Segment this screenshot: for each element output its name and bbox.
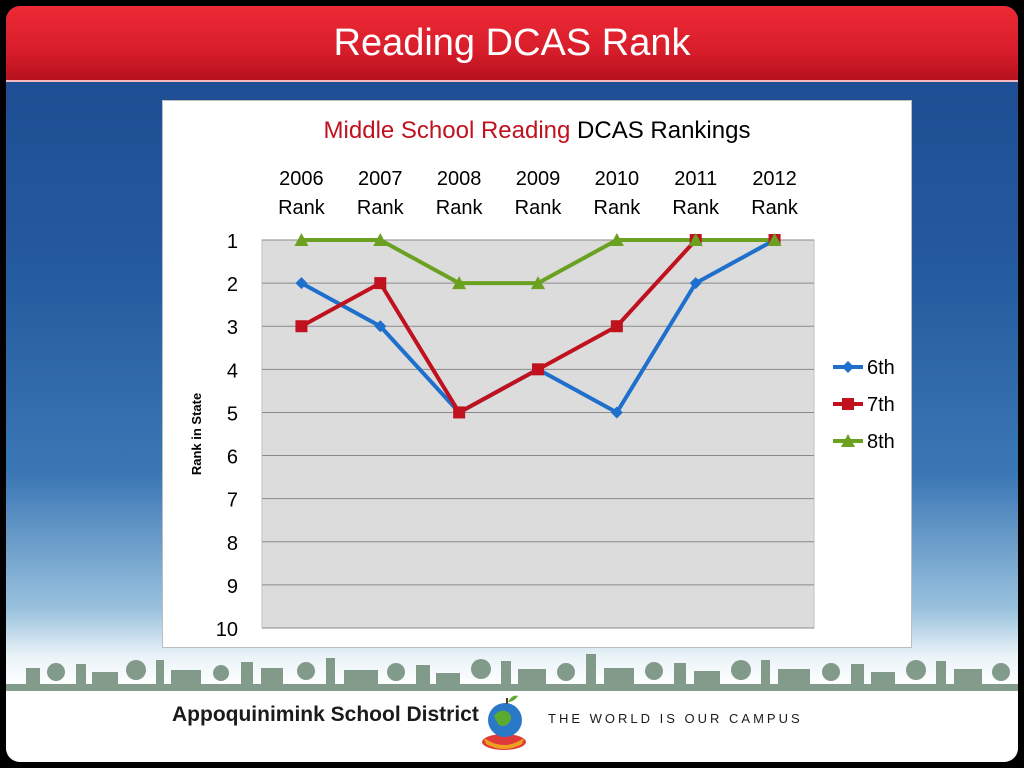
- data-point-7th: [610, 320, 623, 333]
- x-tick-label-line: 2012: [752, 168, 797, 190]
- y-tick-label: 9: [227, 576, 238, 598]
- y-tick-label: 7: [227, 490, 238, 512]
- x-tick-label-line: 2007: [358, 168, 403, 190]
- y-tick-label: 10: [216, 619, 238, 641]
- x-tick-label-line: 2011: [674, 168, 717, 190]
- y-tick-label: 6: [227, 447, 238, 469]
- plot-background: [261, 239, 815, 629]
- data-point-6th: [610, 406, 623, 419]
- x-tick-label: 2011 Rank: [672, 168, 720, 219]
- x-tick-label-line: Rank: [594, 197, 642, 219]
- x-tick-label-line: Rank: [278, 197, 326, 219]
- data-point-8th: [373, 233, 388, 246]
- slide-title: Reading DCAS Rank: [333, 21, 691, 64]
- data-point-7th: [532, 363, 544, 376]
- x-tick-label-line: Rank: [672, 197, 720, 219]
- data-point-6th: [689, 277, 702, 290]
- y-tick-label: 3: [227, 317, 238, 339]
- chart-title: Middle School Reading DCAS Rankings: [324, 117, 751, 144]
- chart-title-part2: DCAS Rankings: [570, 117, 750, 144]
- x-tick-label-line: Rank: [357, 197, 405, 219]
- data-point-8th: [609, 233, 624, 246]
- legend-marker: [842, 361, 854, 373]
- y-tick-label: 8: [227, 533, 238, 555]
- x-tick-label: 2012 Rank: [751, 168, 799, 219]
- y-tick-label: 2: [227, 274, 238, 296]
- data-point-7th: [453, 406, 466, 419]
- data-point-8th: [531, 276, 545, 290]
- line-chart: Middle School Reading DCAS Rankings 1 2 3 4…: [189, 117, 895, 641]
- data-point-8th: [688, 233, 703, 246]
- x-tick-label-line: Rank: [515, 197, 563, 219]
- legend-label: 6th: [867, 357, 895, 379]
- x-tick-label-line: 2010: [595, 168, 640, 190]
- district-logo-icon: [482, 695, 526, 750]
- x-tick-label-line: Rank: [436, 197, 484, 219]
- chart-title-part1: Middle School Reading: [324, 117, 571, 144]
- y-tick-label: 4: [227, 360, 238, 382]
- chart-panel: Middle School Reading DCAS Rankings 1 2 3 4…: [162, 100, 912, 648]
- y-tick-label: 1: [227, 231, 238, 253]
- legend-label: 8th: [867, 431, 895, 453]
- data-point-8th: [294, 233, 309, 246]
- data-point-8th: [452, 276, 467, 290]
- district-name: Appoquinimink School District: [172, 703, 479, 726]
- x-tick-label-line: 2009: [516, 168, 561, 190]
- slide: Reading DCAS Rank Middle School Reading …: [6, 6, 1018, 762]
- title-bar: Reading DCAS Rank: [6, 6, 1018, 82]
- x-tick-label: 2010 Rank: [594, 168, 642, 219]
- x-tick-label: 2006 Rank: [278, 168, 326, 219]
- data-point-7th: [295, 320, 308, 333]
- x-tick-label: 2008 Rank: [436, 168, 484, 219]
- legend-marker: [842, 398, 854, 410]
- x-tick-label: 2007 Rank: [357, 168, 405, 219]
- y-axis-label: Rank in State: [189, 393, 204, 475]
- data-point-6th: [295, 277, 308, 290]
- legend-marker: [841, 434, 855, 447]
- legend-label: 7th: [867, 394, 895, 416]
- tagline: THE WORLD IS OUR CAMPUS: [548, 711, 803, 726]
- x-tick-label-line: Rank: [751, 197, 799, 219]
- data-point-7th: [374, 277, 387, 290]
- data-point-8th: [767, 233, 782, 246]
- x-tick-label-line: 2006: [279, 168, 324, 190]
- y-tick-label: 5: [227, 403, 238, 425]
- plot-area: 1 2 3 4 5 6 7 8 9 10 2006 Rank 2007 Rank 2008 Rank 2009 R…: [189, 168, 895, 641]
- data-point-6th: [374, 320, 387, 333]
- x-tick-label-line: 2008: [437, 168, 482, 190]
- x-tick-label: 2009 Rank: [515, 168, 563, 219]
